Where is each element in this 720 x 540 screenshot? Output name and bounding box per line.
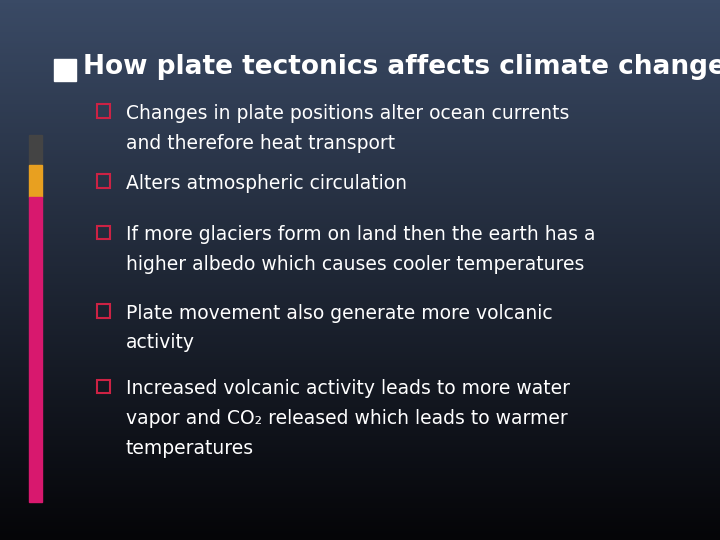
Text: higher albedo which causes cooler temperatures: higher albedo which causes cooler temper…: [126, 255, 585, 274]
Bar: [97, 174, 110, 188]
Bar: [97, 226, 110, 239]
Bar: [29, 165, 42, 197]
Text: Plate movement also generate more volcanic: Plate movement also generate more volcan…: [126, 303, 553, 323]
Text: Changes in plate positions alter ocean currents: Changes in plate positions alter ocean c…: [126, 104, 570, 123]
Bar: [97, 104, 110, 118]
Text: How plate tectonics affects climate change: How plate tectonics affects climate chan…: [83, 55, 720, 80]
Text: Alters atmospheric circulation: Alters atmospheric circulation: [126, 174, 407, 193]
Text: and therefore heat transport: and therefore heat transport: [126, 133, 395, 153]
Bar: [97, 304, 110, 318]
Bar: [97, 380, 110, 393]
Text: If more glaciers form on land then the earth has a: If more glaciers form on land then the e…: [126, 225, 595, 245]
Text: activity: activity: [126, 333, 195, 353]
Bar: [29, 135, 42, 165]
Bar: [29, 197, 42, 502]
Text: Increased volcanic activity leads to more water: Increased volcanic activity leads to mor…: [126, 379, 570, 399]
Text: temperatures: temperatures: [126, 438, 254, 458]
Text: vapor and CO₂ released which leads to warmer: vapor and CO₂ released which leads to wa…: [126, 409, 568, 428]
Bar: [54, 59, 76, 81]
